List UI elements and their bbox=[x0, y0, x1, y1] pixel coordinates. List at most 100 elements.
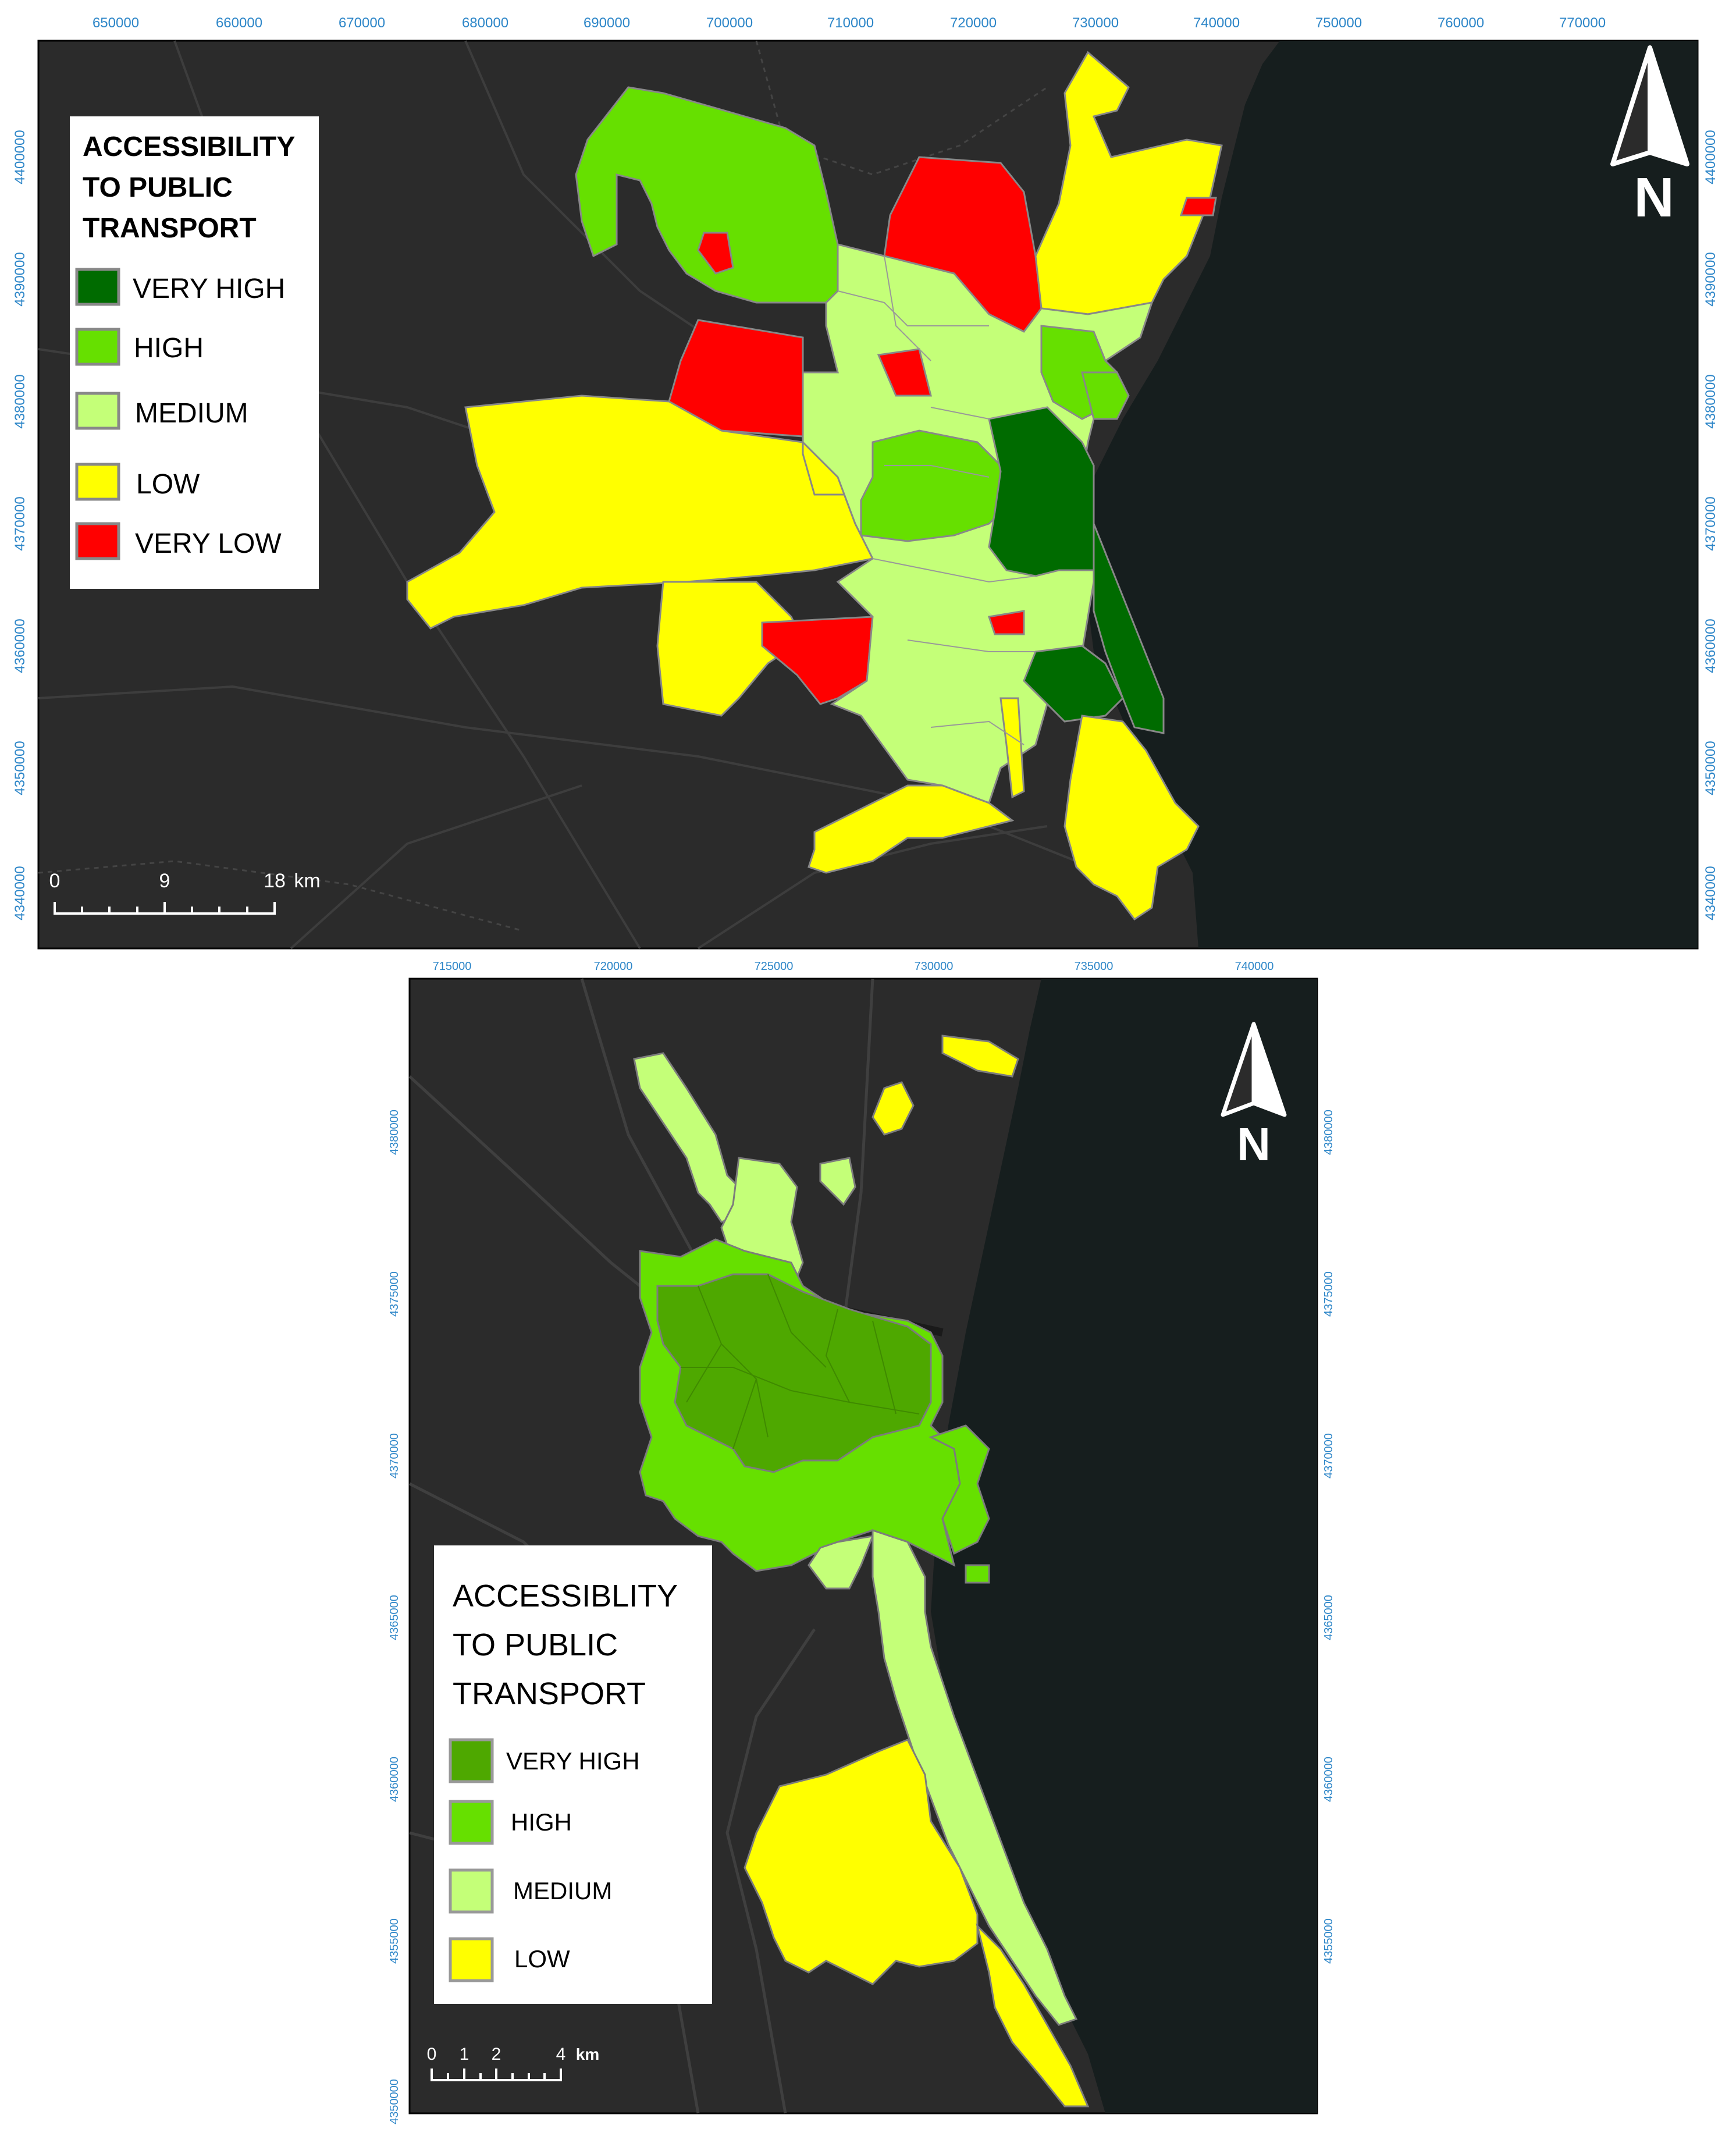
x-tick-label: 760000 bbox=[1438, 15, 1484, 31]
legend-title-line: ACCESSIBLITY bbox=[453, 1579, 678, 1613]
y-tick-label: 4400000 bbox=[12, 130, 28, 184]
core-inner-boundaries bbox=[681, 1274, 920, 1449]
x-tick-label: 750000 bbox=[1315, 15, 1362, 31]
scale-label: 0 bbox=[427, 2045, 437, 2064]
legend-label-very-low: VERY LOW bbox=[135, 528, 282, 559]
region-high-strip bbox=[1081, 371, 1130, 420]
x-tick-label: 770000 bbox=[1559, 15, 1606, 31]
top-scale-bar: 0 9 18 km bbox=[49, 870, 321, 915]
y-tick-label: 4380000 bbox=[388, 1110, 401, 1155]
legend-swatch-very-low bbox=[75, 522, 120, 560]
bottom-scale-bar: 0 1 2 4 km bbox=[427, 2045, 599, 2081]
scale-label: 9 bbox=[159, 870, 170, 892]
x-tick-label: 720000 bbox=[594, 960, 633, 973]
x-tick-label: 670000 bbox=[339, 15, 385, 31]
legend-title-line: TRANSPORT bbox=[453, 1676, 646, 1711]
legend-label-very-high: VERY HIGH bbox=[506, 1747, 640, 1775]
x-tick-label: 715000 bbox=[433, 960, 472, 973]
bottom-map-panel: 715000 720000 725000 730000 735000 74000… bbox=[0, 960, 1736, 2136]
scale-unit: km bbox=[294, 870, 320, 892]
x-tick-label: 735000 bbox=[1075, 960, 1114, 973]
region-low-strip bbox=[999, 697, 1025, 799]
region-very-low-centre bbox=[877, 348, 932, 397]
y-tick-label: 4350000 bbox=[1703, 741, 1719, 795]
bottom-north-arrow: N bbox=[1221, 1022, 1287, 1170]
bottom-y-ticks-right: 4380000 4375000 4370000 4365000 4360000 … bbox=[1322, 1110, 1335, 1964]
region-low-north-2 bbox=[871, 1081, 915, 1136]
legend-swatch-low bbox=[449, 1937, 494, 1982]
scale-label: 18 bbox=[264, 870, 286, 892]
legend-title-line: TO PUBLIC bbox=[453, 1627, 618, 1662]
sea-area bbox=[1082, 41, 1698, 948]
region-low-south-coast bbox=[1063, 715, 1200, 921]
y-tick-label: 4380000 bbox=[1703, 374, 1719, 428]
legend-swatch-medium bbox=[75, 392, 120, 430]
bottom-legend: ACCESSIBLITY TO PUBLIC TRANSPORT VERY HI… bbox=[434, 1545, 712, 2004]
region-low-north-1 bbox=[941, 1035, 1019, 1078]
legend-label-high: HIGH bbox=[134, 333, 204, 364]
region-very-low-tiny bbox=[988, 610, 1025, 635]
region-very-high-south bbox=[1023, 645, 1124, 723]
x-tick-label: 710000 bbox=[827, 15, 874, 31]
y-tick-label: 4340000 bbox=[12, 866, 28, 920]
legend-label-low: LOW bbox=[514, 1945, 570, 1972]
region-medium-south-city bbox=[807, 1535, 874, 1590]
x-tick-label: 700000 bbox=[706, 15, 753, 31]
y-tick-label: 4370000 bbox=[12, 496, 28, 550]
y-tick-label: 4390000 bbox=[1703, 252, 1719, 306]
top-map-svg: 650000 660000 670000 680000 690000 70000… bbox=[12, 15, 1719, 950]
x-tick-label: 720000 bbox=[950, 15, 997, 31]
region-port-small bbox=[965, 1564, 990, 1584]
region-low-sw bbox=[656, 581, 804, 717]
north-arrow-right-icon bbox=[1251, 1022, 1287, 1117]
x-tick-label: 740000 bbox=[1235, 960, 1274, 973]
scale-label: 2 bbox=[492, 2045, 501, 2064]
legend-label-high: HIGH bbox=[511, 1808, 572, 1836]
y-tick-label: 4370000 bbox=[1322, 1433, 1335, 1479]
north-label: N bbox=[1237, 1118, 1271, 1170]
region-medium-north-3 bbox=[819, 1157, 856, 1206]
bottom-y-ticks-left: 4380000 4375000 4370000 4365000 4360000 … bbox=[388, 1110, 401, 2124]
x-tick-label: 740000 bbox=[1193, 15, 1240, 31]
y-tick-label: 4355000 bbox=[1322, 1918, 1335, 1964]
top-regions bbox=[406, 51, 1223, 921]
y-tick-label: 4340000 bbox=[1703, 866, 1719, 920]
bottom-map-svg: 715000 720000 725000 730000 735000 74000… bbox=[388, 960, 1335, 2124]
top-y-ticks-right: 4400000 4390000 4380000 4370000 4360000 … bbox=[1703, 130, 1719, 920]
x-tick-label: 650000 bbox=[93, 15, 139, 31]
region-very-high-core bbox=[656, 1273, 932, 1473]
top-map-panel: 650000 660000 670000 680000 690000 70000… bbox=[0, 0, 1736, 960]
north-arrow-right-icon bbox=[1648, 45, 1689, 166]
y-tick-label: 4370000 bbox=[388, 1433, 401, 1479]
y-tick-label: 4390000 bbox=[12, 252, 28, 306]
legend-swatch-very-high bbox=[75, 268, 120, 306]
legend-label-low: LOW bbox=[136, 469, 200, 500]
legend-swatch-very-high bbox=[449, 1738, 494, 1783]
region-high-nw bbox=[575, 86, 839, 304]
region-very-high-coast bbox=[1093, 523, 1165, 734]
bottom-x-ticks: 715000 720000 725000 730000 735000 74000… bbox=[433, 960, 1274, 973]
boundary-lines bbox=[38, 40, 1048, 932]
y-tick-label: 4360000 bbox=[388, 1757, 401, 1802]
y-tick-label: 4380000 bbox=[1322, 1110, 1335, 1155]
legend-title-line: TRANSPORT bbox=[83, 213, 257, 244]
y-tick-label: 4360000 bbox=[1322, 1757, 1335, 1802]
legend-swatch-low bbox=[75, 463, 120, 501]
x-tick-label: 725000 bbox=[755, 960, 794, 973]
legend-swatch-high bbox=[449, 1800, 494, 1845]
y-tick-label: 4370000 bbox=[1703, 496, 1719, 550]
x-tick-label: 660000 bbox=[216, 15, 262, 31]
region-very-low-coast bbox=[1179, 197, 1217, 216]
top-legend: ACCESSIBILITY TO PUBLIC TRANSPORT VERY H… bbox=[70, 116, 319, 589]
top-north-arrow: N bbox=[1610, 45, 1689, 229]
y-tick-label: 4355000 bbox=[388, 1918, 401, 1964]
y-tick-label: 4375000 bbox=[388, 1271, 401, 1317]
y-tick-label: 4365000 bbox=[1322, 1595, 1335, 1640]
x-tick-label: 730000 bbox=[915, 960, 954, 973]
legend-title-line: ACCESSIBILITY bbox=[83, 131, 295, 162]
x-tick-label: 730000 bbox=[1072, 15, 1119, 31]
region-low-south-west bbox=[807, 784, 1015, 874]
x-tick-label: 690000 bbox=[584, 15, 630, 31]
region-very-low-small bbox=[697, 232, 734, 275]
y-tick-label: 4360000 bbox=[1703, 619, 1719, 673]
